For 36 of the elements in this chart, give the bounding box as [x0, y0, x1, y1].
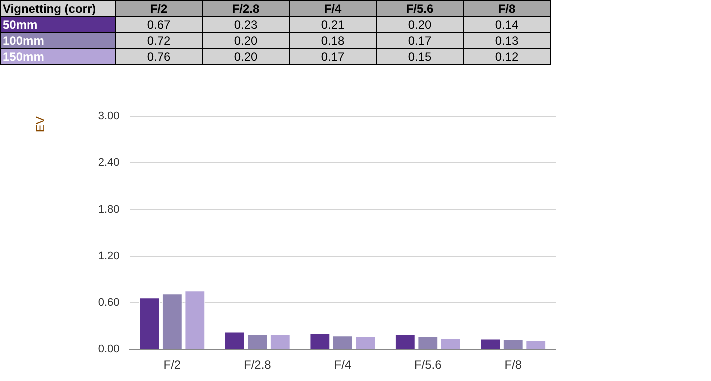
data-label: 0.23: [202, 16, 290, 32]
data-label: 0.72: [116, 32, 202, 48]
y-tick-label: 1.80: [98, 204, 120, 216]
y-tick-label: 1.20: [98, 250, 120, 262]
text: 50mm: [0, 16, 116, 32]
category-label: F/4: [324, 2, 342, 16]
x-tick-label: F/2.8: [244, 358, 272, 372]
data-label: 0.15: [376, 48, 464, 64]
y-axis-title: EV: [34, 116, 48, 133]
data-label: 0.14: [464, 16, 550, 32]
data-label: 0.17: [376, 32, 464, 48]
x-tick-label: F/2: [164, 358, 182, 372]
y-tick-label: 3.00: [98, 110, 120, 123]
data-label: 0.13: [464, 32, 550, 48]
data-label: 0.20: [202, 48, 290, 64]
data-label: 0.18: [290, 32, 376, 48]
data-label: 0.17: [290, 48, 376, 64]
text: 150mm: [0, 48, 116, 64]
x-tick-label: F/4: [334, 358, 352, 372]
y-tick-label: 0.00: [98, 344, 120, 356]
data-label: 0.20: [202, 32, 290, 48]
y-tick-label: 2.40: [98, 157, 120, 170]
x-tick-label: F/5.6: [414, 358, 442, 372]
category-label: F/5.6: [406, 2, 434, 16]
data-label: 0.12: [464, 48, 550, 64]
category-label: F/2: [150, 2, 168, 16]
data-label: 0.20: [376, 16, 464, 32]
data-label: 0.21: [290, 16, 376, 32]
data-label: 0.76: [116, 48, 202, 64]
data-label: 0.67: [116, 16, 202, 32]
chart-title: Vignetting (corr): [0, 0, 116, 16]
text: 100mm: [0, 32, 116, 48]
x-tick-label: F/8: [504, 358, 522, 372]
category-label: F/2.8: [232, 2, 260, 16]
category-label: F/8: [498, 2, 516, 16]
y-tick-label: 0.60: [98, 297, 120, 310]
